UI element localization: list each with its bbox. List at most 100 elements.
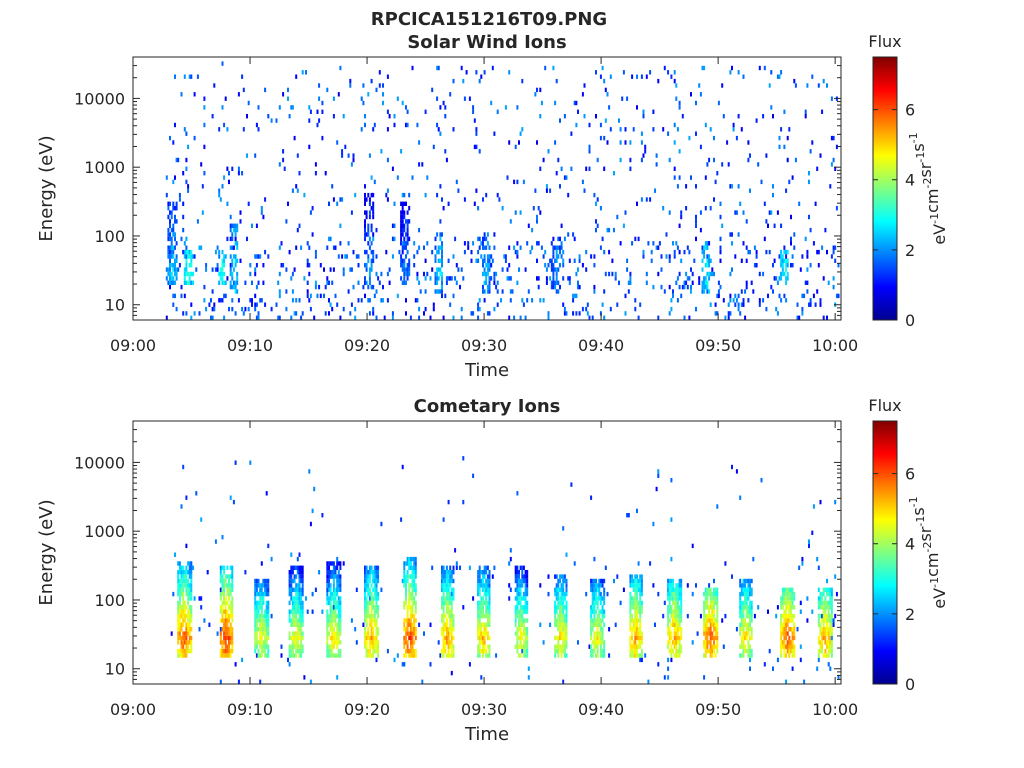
heatmap-cell: [465, 70, 468, 75]
heatmap-cell: [396, 653, 399, 658]
heatmap-cell: [619, 600, 622, 606]
heatmap-cell: [391, 311, 394, 316]
heatmap-cell: [514, 570, 517, 575]
heatmap-cell: [690, 289, 692, 294]
heatmap-cell: [262, 280, 265, 285]
heatmap-cell: [788, 644, 791, 649]
heatmap-cell: [450, 644, 453, 649]
heatmap-cell: [675, 644, 678, 649]
heatmap-cell: [506, 276, 509, 281]
heatmap-cell: [667, 631, 670, 636]
heatmap-cell: [342, 114, 345, 119]
heatmap-cell: [781, 263, 784, 268]
heatmap-cell: [308, 245, 311, 250]
heatmap-cell: [485, 605, 488, 610]
heatmap-cell: [223, 293, 226, 299]
heatmap-cell: [434, 289, 437, 294]
heatmap-cell: [678, 249, 681, 255]
heatmap-cell: [709, 127, 712, 132]
heatmap-cell: [742, 302, 745, 307]
heatmap-cell: [368, 648, 371, 654]
heatmap-cell: [334, 618, 337, 623]
heatmap-cell: [169, 236, 171, 242]
heatmap-cell: [231, 306, 234, 312]
heatmap-cell: [364, 640, 366, 645]
heatmap-cell: [242, 127, 245, 132]
heatmap-cell: [565, 627, 568, 632]
heatmap-cell: [228, 605, 230, 610]
heatmap-cell: [636, 583, 638, 588]
heatmap-cell: [187, 570, 190, 575]
heatmap-cell: [599, 635, 602, 641]
heatmap-cell: [745, 587, 748, 592]
heatmap-cell: [555, 245, 558, 250]
heatmap-cell: [172, 249, 175, 255]
heatmap-cell: [737, 306, 740, 312]
heatmap-cell: [293, 600, 296, 606]
heatmap-cell: [827, 653, 830, 658]
heatmap-cell: [198, 627, 201, 632]
heatmap-cell: [226, 583, 229, 588]
heatmap-cell: [763, 65, 766, 71]
heatmap-cell: [482, 245, 484, 250]
heatmap-cell: [298, 171, 301, 176]
heatmap-cell: [834, 613, 837, 619]
heatmap-cell: [781, 591, 784, 597]
heatmap-cell: [409, 627, 412, 632]
heatmap-cell: [657, 469, 660, 474]
heatmap-cell: [509, 548, 512, 553]
heatmap-cell: [826, 622, 828, 627]
heatmap-cell: [305, 596, 307, 601]
heatmap-cell: [713, 627, 715, 632]
heatmap-cell: [785, 188, 788, 193]
heatmap-cell: [742, 74, 745, 79]
heatmap-cell: [614, 276, 617, 281]
heatmap-cell: [565, 644, 568, 649]
heatmap-cell: [786, 613, 789, 619]
heatmap-cell: [329, 591, 332, 597]
heatmap-cell: [595, 600, 597, 606]
heatmap-cell: [334, 622, 337, 627]
heatmap-cell: [557, 280, 560, 285]
heatmap-cell: [744, 600, 747, 606]
heatmap-cell: [706, 644, 709, 649]
heatmap-cell: [364, 631, 366, 636]
heatmap-cell: [637, 609, 640, 614]
heatmap-cell: [231, 627, 234, 632]
heatmap-cell: [468, 565, 471, 570]
heatmap-cell: [331, 622, 334, 627]
heatmap-cell: [485, 570, 488, 575]
heatmap-cell: [228, 618, 230, 623]
heatmap-cell: [572, 311, 575, 316]
heatmap-cell: [328, 583, 330, 588]
heatmap-cell: [167, 245, 170, 250]
heatmap-cell: [637, 627, 640, 632]
heatmap-cell: [783, 653, 786, 658]
heatmap-cell: [604, 271, 607, 277]
heatmap-cell: [696, 631, 699, 636]
heatmap-cell: [830, 135, 833, 141]
heatmap-cell: [406, 631, 409, 636]
heatmap-cell: [411, 556, 414, 562]
heatmap-cell: [632, 648, 635, 654]
heatmap-cell: [349, 78, 352, 84]
heatmap-cell: [429, 662, 432, 667]
heatmap-cell: [290, 578, 293, 584]
heatmap-cell: [288, 570, 291, 575]
heatmap-cell: [408, 596, 411, 601]
heatmap-cell: [401, 201, 404, 206]
heatmap-cell: [177, 583, 180, 588]
heatmap-cell: [837, 675, 840, 680]
heatmap-cell: [482, 622, 484, 627]
heatmap-cell: [773, 223, 776, 228]
heatmap-cell: [255, 605, 258, 610]
heatmap-cell: [508, 245, 511, 250]
heatmap-cell: [603, 578, 606, 584]
heatmap-cell: [527, 289, 530, 294]
heatmap-cell: [703, 644, 706, 649]
heatmap-cell: [265, 627, 268, 632]
heatmap-cell: [334, 631, 337, 636]
heatmap-cell: [680, 644, 683, 649]
heatmap-cell: [364, 578, 366, 584]
heatmap-cell: [632, 127, 635, 132]
